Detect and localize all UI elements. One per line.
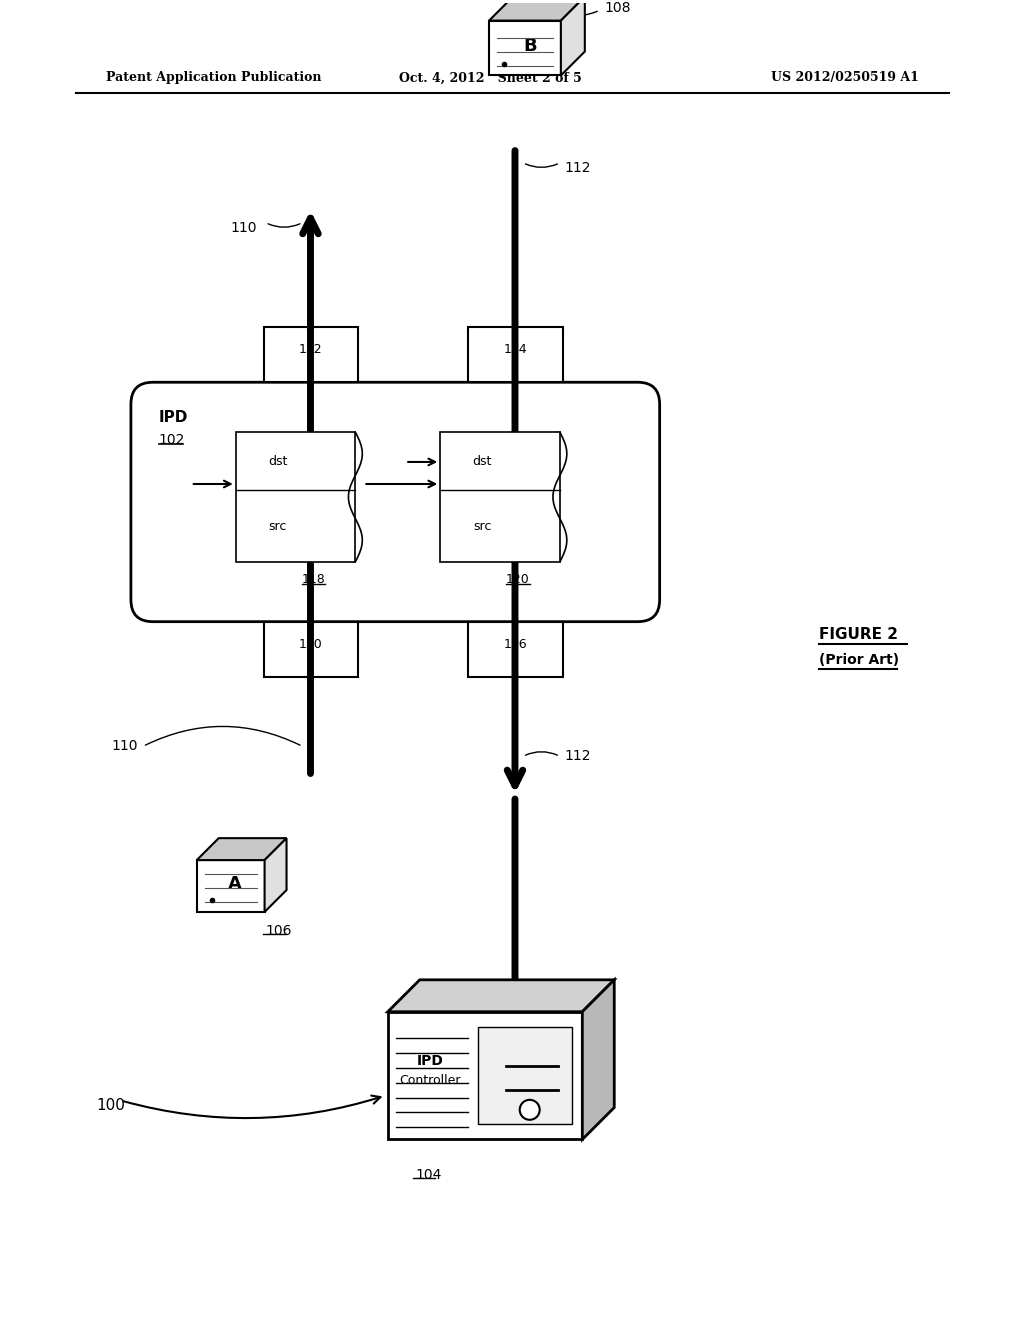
Text: Oct. 4, 2012   Sheet 2 of 5: Oct. 4, 2012 Sheet 2 of 5 bbox=[398, 71, 582, 84]
Text: IPD: IPD bbox=[159, 409, 188, 425]
FancyBboxPatch shape bbox=[131, 383, 659, 622]
Text: 110: 110 bbox=[230, 220, 257, 235]
Text: 118: 118 bbox=[302, 573, 326, 586]
Text: dst: dst bbox=[472, 455, 492, 469]
Text: src: src bbox=[268, 520, 287, 533]
Text: FIGURE 2: FIGURE 2 bbox=[819, 627, 898, 642]
Polygon shape bbox=[583, 979, 614, 1139]
Text: 130: 130 bbox=[299, 638, 323, 651]
Text: 110: 110 bbox=[111, 739, 137, 754]
Text: 112: 112 bbox=[565, 161, 592, 174]
Bar bbox=[440, 432, 560, 562]
Bar bbox=[489, 21, 561, 75]
Bar bbox=[236, 432, 355, 562]
Circle shape bbox=[520, 1100, 540, 1119]
Polygon shape bbox=[388, 979, 614, 1011]
Bar bbox=[263, 622, 358, 677]
Polygon shape bbox=[264, 838, 287, 912]
Text: 100: 100 bbox=[96, 1098, 125, 1113]
Text: IPD: IPD bbox=[417, 1053, 443, 1068]
Text: US 2012/0250519 A1: US 2012/0250519 A1 bbox=[771, 71, 919, 84]
Text: dst: dst bbox=[268, 455, 288, 469]
Polygon shape bbox=[561, 0, 585, 75]
Polygon shape bbox=[489, 0, 585, 21]
Text: A: A bbox=[228, 875, 242, 894]
Text: src: src bbox=[473, 520, 492, 533]
Bar bbox=[388, 1011, 583, 1139]
Text: (Prior Art): (Prior Art) bbox=[819, 652, 899, 667]
Text: B: B bbox=[523, 37, 537, 55]
Text: 102: 102 bbox=[159, 433, 185, 447]
Bar bbox=[477, 1027, 572, 1125]
Text: 106: 106 bbox=[265, 924, 292, 939]
Text: Patent Application Publication: Patent Application Publication bbox=[105, 71, 322, 84]
Text: 132: 132 bbox=[299, 343, 323, 356]
Text: 104: 104 bbox=[415, 1168, 441, 1183]
Bar bbox=[197, 861, 264, 912]
Text: 108: 108 bbox=[605, 1, 631, 15]
Bar bbox=[468, 622, 563, 677]
Text: 134: 134 bbox=[504, 343, 527, 356]
Bar bbox=[263, 327, 358, 383]
Text: 120: 120 bbox=[506, 573, 529, 586]
Text: 136: 136 bbox=[504, 638, 527, 651]
Polygon shape bbox=[197, 838, 287, 861]
Text: Controller: Controller bbox=[399, 1074, 461, 1088]
Bar bbox=[468, 327, 563, 383]
Text: 112: 112 bbox=[565, 750, 592, 763]
